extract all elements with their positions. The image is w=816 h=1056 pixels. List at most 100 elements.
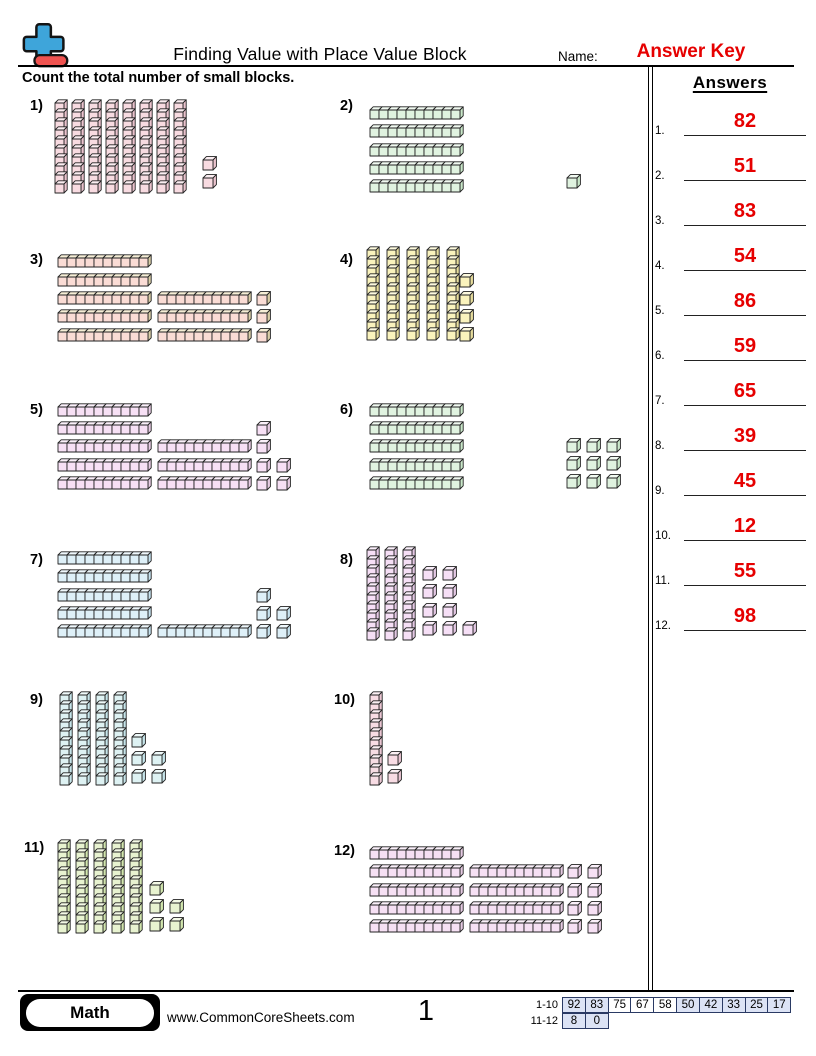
answer-value: 55 bbox=[733, 560, 757, 582]
problem-2-label: 2) bbox=[340, 98, 353, 114]
problem-1-blocks bbox=[54, 99, 217, 194]
answer-line bbox=[684, 630, 806, 631]
answer-line bbox=[684, 585, 806, 586]
problem-11-label: 11) bbox=[24, 840, 45, 856]
header-divider bbox=[18, 65, 794, 67]
answer-row-2: 2. 51 bbox=[648, 146, 814, 182]
problem-7-label: 7) bbox=[30, 552, 43, 568]
answer-line bbox=[684, 135, 806, 136]
problem-11-blocks bbox=[57, 839, 184, 934]
instructions-text: Count the total number of small blocks. bbox=[22, 70, 295, 86]
problem-10-label: 10) bbox=[334, 692, 355, 708]
answer-row-4: 4. 54 bbox=[648, 236, 814, 272]
answer-row-7: 7. 65 bbox=[648, 371, 814, 407]
problem-5-blocks bbox=[57, 403, 291, 491]
score-cell: 8 bbox=[562, 1012, 586, 1029]
answer-value: 39 bbox=[733, 425, 757, 447]
answer-row-12: 12. 98 bbox=[648, 596, 814, 632]
score-cell: 0 bbox=[584, 1012, 609, 1029]
answer-number: 12. bbox=[655, 620, 671, 632]
answer-number: 2. bbox=[655, 170, 665, 182]
score-cell: 83 bbox=[584, 997, 609, 1013]
answer-number: 4. bbox=[655, 260, 665, 272]
answer-number: 6. bbox=[655, 350, 665, 362]
problem-8-label: 8) bbox=[340, 552, 353, 568]
problem-8-blocks bbox=[366, 546, 477, 641]
score-cell: 17 bbox=[767, 997, 792, 1013]
score-cell: 92 bbox=[562, 997, 586, 1013]
answer-row-3: 3. 83 bbox=[648, 191, 814, 227]
answer-number: 11. bbox=[655, 575, 671, 587]
problem-6-blocks bbox=[369, 403, 621, 490]
score-cell: 33 bbox=[721, 997, 746, 1013]
name-label: Name: bbox=[558, 49, 598, 64]
answer-line bbox=[684, 495, 806, 496]
problem-4-label: 4) bbox=[340, 252, 353, 268]
problem-3-label: 3) bbox=[30, 252, 43, 268]
problem-7-blocks bbox=[57, 551, 291, 639]
answer-line bbox=[684, 540, 806, 541]
answer-row-9: 9. 45 bbox=[648, 461, 814, 497]
score-cell: 25 bbox=[744, 997, 769, 1013]
answer-number: 1. bbox=[655, 125, 665, 137]
answer-row-8: 8. 39 bbox=[648, 416, 814, 452]
answer-number: 9. bbox=[655, 485, 665, 497]
answer-line bbox=[684, 405, 806, 406]
answer-line bbox=[684, 360, 806, 361]
answer-row-6: 6. 59 bbox=[648, 326, 814, 362]
answer-number: 8. bbox=[655, 440, 665, 452]
score-cell: 67 bbox=[630, 997, 655, 1013]
answer-line bbox=[684, 315, 806, 316]
answer-line bbox=[684, 270, 806, 271]
score-cell: 75 bbox=[607, 997, 632, 1013]
answer-number: 5. bbox=[655, 305, 665, 317]
score-row: 92 83 75 67 58 50 42 33 25 17 bbox=[562, 997, 792, 1013]
worksheet-title: Finding Value with Place Value Block bbox=[173, 44, 467, 64]
answer-row-10: 10. 12 bbox=[648, 506, 814, 542]
website-url: www.CommonCoreSheets.com bbox=[167, 1010, 355, 1025]
score-row-label: 1-10 bbox=[535, 999, 558, 1011]
answer-number: 10. bbox=[655, 530, 671, 542]
answer-number: 3. bbox=[655, 215, 665, 227]
problem-5-label: 5) bbox=[30, 402, 43, 418]
answer-key-text: Answer Key bbox=[636, 41, 746, 62]
problem-6-label: 6) bbox=[340, 402, 353, 418]
answer-value: 98 bbox=[733, 605, 757, 627]
subject-label: Math bbox=[26, 998, 154, 1027]
answer-value: 65 bbox=[733, 380, 757, 402]
answer-value: 59 bbox=[733, 335, 757, 357]
answer-value: 83 bbox=[733, 200, 757, 222]
answer-row-1: 1. 82 bbox=[648, 101, 814, 137]
score-cell: 58 bbox=[653, 997, 678, 1013]
problem-9-blocks bbox=[59, 691, 166, 786]
problem-2-blocks bbox=[369, 106, 581, 193]
problem-1-label: 1) bbox=[30, 98, 43, 114]
answer-row-11: 11. 55 bbox=[648, 551, 814, 587]
score-cell: 50 bbox=[676, 997, 701, 1013]
answer-row-5: 5. 86 bbox=[648, 281, 814, 317]
answer-value: 86 bbox=[733, 290, 757, 312]
answer-line bbox=[684, 450, 806, 451]
answer-line bbox=[684, 180, 806, 181]
subject-badge: Math bbox=[20, 994, 160, 1031]
problem-3-blocks bbox=[57, 254, 271, 343]
answer-value: 45 bbox=[733, 470, 757, 492]
footer-divider bbox=[18, 990, 794, 992]
problem-12-blocks bbox=[369, 846, 602, 934]
problem-9-label: 9) bbox=[30, 692, 43, 708]
answer-value: 51 bbox=[733, 155, 757, 177]
answer-line bbox=[684, 225, 806, 226]
score-row-label: 11-12 bbox=[530, 1014, 558, 1027]
answer-value: 54 bbox=[733, 245, 757, 267]
problem-4-blocks bbox=[366, 246, 474, 342]
answer-value: 82 bbox=[733, 110, 757, 132]
problem-10-blocks bbox=[369, 691, 402, 786]
answer-number: 7. bbox=[655, 395, 665, 407]
problem-12-label: 12) bbox=[334, 843, 355, 859]
answers-column-divider bbox=[648, 66, 653, 990]
score-cell: 42 bbox=[698, 997, 723, 1013]
page-number: 1 bbox=[417, 995, 435, 1027]
